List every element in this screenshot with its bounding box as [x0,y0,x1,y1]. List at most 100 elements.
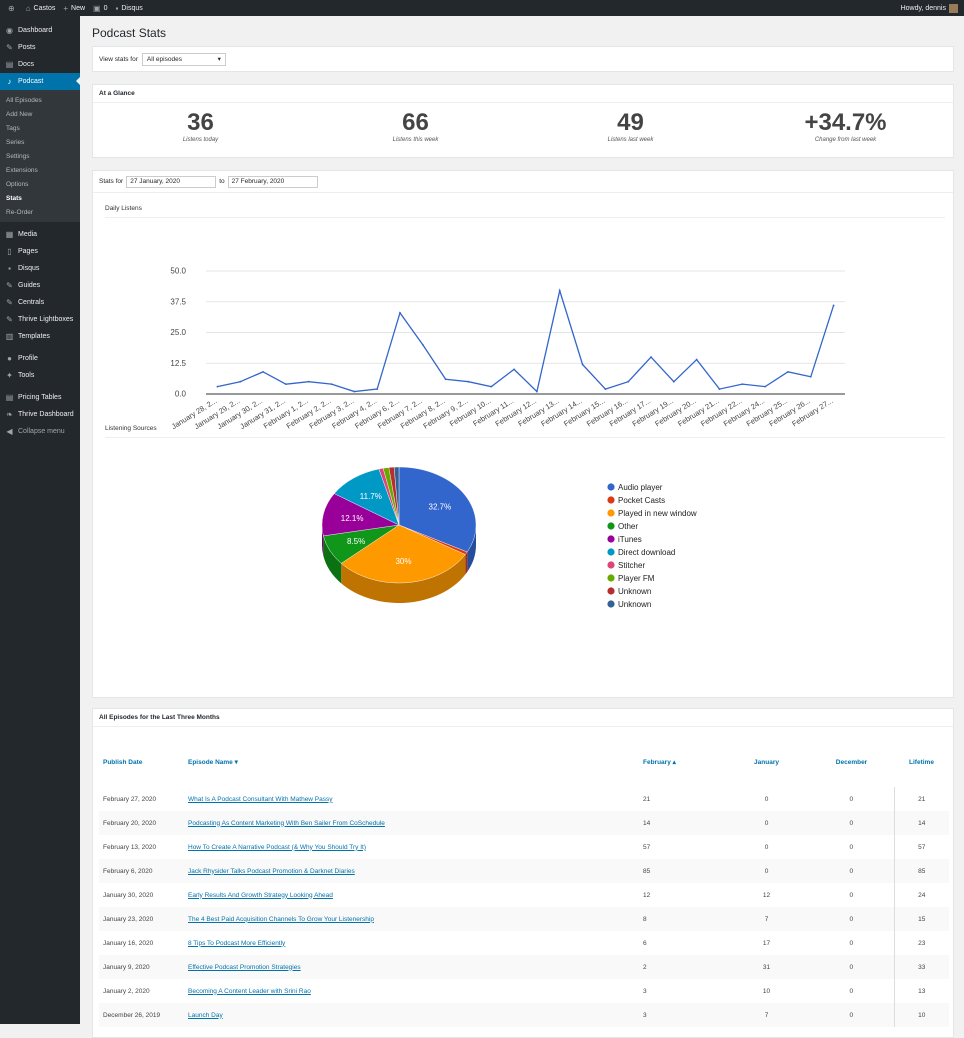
sidebar-item-collapse-menu[interactable]: ◀ Collapse menu [0,423,80,440]
sidebar-item-disqus[interactable]: ▪ Disqus [0,260,80,277]
episode-link[interactable]: Becoming A Content Leader with Srini Rao [188,987,311,995]
pages-icon: ▯ [7,247,12,256]
lifetime-cell: 21 [893,787,949,811]
december-header[interactable]: December [809,737,894,787]
sidebar-item-profile[interactable]: ● Profile [0,350,80,367]
january-header-label: January [754,758,779,766]
sidebar-item-label: Disqus [18,265,40,272]
data-point [262,370,264,373]
january-cell: 0 [724,811,809,835]
submenu-item-re-order[interactable]: Re-Order [6,208,34,216]
data-point [787,370,789,373]
legend-swatch [607,522,615,530]
sidebar-item-centrals[interactable]: ✎ Centrals [0,294,80,311]
episode-link[interactable]: Effective Podcast Promotion Strategies [188,963,301,971]
sidebar-item-label: Podcast [18,78,44,85]
february-cell: 57 [643,843,651,851]
submenu-item-settings[interactable]: Settings [6,152,30,160]
comment-icon: ▪ [8,264,11,273]
january-cell: 7 [724,907,809,931]
episode-name-cell: Jack Rhysider Talks Podcast Promotion & … [184,859,639,883]
sidebar-item-thrive-dashboard[interactable]: ❧ Thrive Dashboard [0,406,80,423]
my-account[interactable]: Howdy, dennis [901,0,958,16]
site-name-link[interactable]: ⌂ Castos [26,4,56,13]
new-content-link[interactable]: + New [63,4,85,13]
data-point [490,385,493,388]
sidebar-item-tools[interactable]: ✦ Tools [0,367,80,384]
sidebar-item-posts[interactable]: ✎ Posts [0,39,80,56]
table-row: January 2, 2020 Becoming A Content Leader… [99,979,949,1003]
data-point [627,380,630,383]
sidebar-item-templates[interactable]: ▥ Templates [0,328,80,345]
glance-stat-label: Listens today [182,137,219,143]
episode-select[interactable]: All episodes ▾ [141,52,226,66]
lifetime-cell: 85 [893,859,949,883]
legend-swatch [607,548,615,556]
sidebar-item-thrive-lightboxes[interactable]: ✎ Thrive Lightboxes [0,311,80,328]
episode-link[interactable]: How To Create A Narrative Podcast (& Why… [188,843,366,851]
comments-link[interactable]: ▣ 0 [93,4,107,13]
glance-stat-value: 49 [617,109,644,136]
publish-date-cell: January 30, 2020 [103,891,154,899]
collapse-icon: ◀ [6,427,13,436]
to-label: to [219,178,225,185]
lifetime-cell: 24 [893,883,949,907]
february-header[interactable]: February ▴ [639,737,724,787]
sidebar-item-label: Tools [18,372,35,379]
legend-label: Player FM [618,574,655,583]
publish-date-cell: February 20, 2020 [99,811,184,835]
episode-link[interactable]: The 4 Best Paid Acquisition Channels To … [188,915,374,923]
submenu-item-extensions[interactable]: Extensions [6,166,38,174]
to-date-input[interactable]: 27 February, 2020 [227,175,318,188]
pie-slice [393,466,400,526]
daily-listens-title: Daily Listens [105,205,142,212]
lifetime-cell: 23 [893,931,949,955]
legend-swatch [607,561,615,569]
episodes-table-box: All Episodes for the Last Three Months P… [92,708,954,1038]
sidebar-item-pricing-tables[interactable]: ▤ Pricing Tables [0,389,80,406]
february-cell: 85 [639,859,724,883]
episode-name-cell: The 4 Best Paid Acquisition Channels To … [184,907,639,931]
submenu-item-stats[interactable]: Stats [6,194,22,202]
sidebar-item-podcast[interactable]: ♪ Podcast [0,73,80,90]
glance-stat-label: Listens last week [607,137,654,143]
publish-date-cell: February 27, 2020 [103,795,157,803]
legend-label: Played in new window [618,509,697,518]
legend-label: Unknown [618,600,651,609]
submenu-item-add-new[interactable]: Add New [6,110,33,118]
sidebar-item-label: Thrive Dashboard [18,411,74,418]
episode-link[interactable]: 8 Tips To Podcast More Efficiently [188,939,286,947]
sidebar-item-dashboard[interactable]: ◉ Dashboard [0,22,80,39]
legend-swatch [607,483,615,491]
wordpress-logo-icon[interactable]: ⊕ [8,3,15,13]
episode-link[interactable]: What Is A Podcast Consultant With Mathew… [188,795,333,803]
y-tick-label: 12.5 [170,359,186,368]
sidebar-item-guides[interactable]: ✎ Guides [0,277,80,294]
table-row: February 20, 2020 Podcasting As Content M… [99,811,949,835]
episode-link[interactable]: Podcasting As Content Marketing With Ben… [188,819,385,827]
sidebar-item-media[interactable]: ▦ Media [0,226,80,243]
disqus-link[interactable]: ▪ Disqus [116,4,143,13]
sidebar-item-pages[interactable]: ▯ Pages [0,243,80,260]
data-point [284,383,287,386]
sidebar-item-label: Collapse menu [18,428,65,435]
january-header[interactable]: January [724,737,809,787]
pie-slice-side [465,551,468,575]
listening-sources-title: Listening Sources [105,425,157,432]
user-icon: ● [7,354,12,363]
submenu-item-all-episodes[interactable]: All Episodes [6,96,42,104]
publish-date-header[interactable]: Publish Date [99,737,184,787]
pie-slice [398,466,477,553]
episode-name-header[interactable]: Episode Name ▾ [184,737,639,787]
from-date-input[interactable]: 27 January, 2020 [126,175,217,188]
submenu-item-tags[interactable]: Tags [6,124,20,132]
episode-link[interactable]: Early Results And Growth Strategy Lookin… [188,891,333,899]
submenu-item-series[interactable]: Series [6,138,25,146]
episode-link[interactable]: Launch Day [188,1011,223,1019]
submenu-item-options[interactable]: Options [6,180,29,188]
lifetime-header[interactable]: Lifetime [894,737,949,787]
sidebar-item-docs[interactable]: ▤ Docs [0,56,80,73]
episode-link[interactable]: Jack Rhysider Talks Podcast Promotion & … [188,867,355,875]
sidebar-item-label: Thrive Lightboxes [18,316,74,323]
